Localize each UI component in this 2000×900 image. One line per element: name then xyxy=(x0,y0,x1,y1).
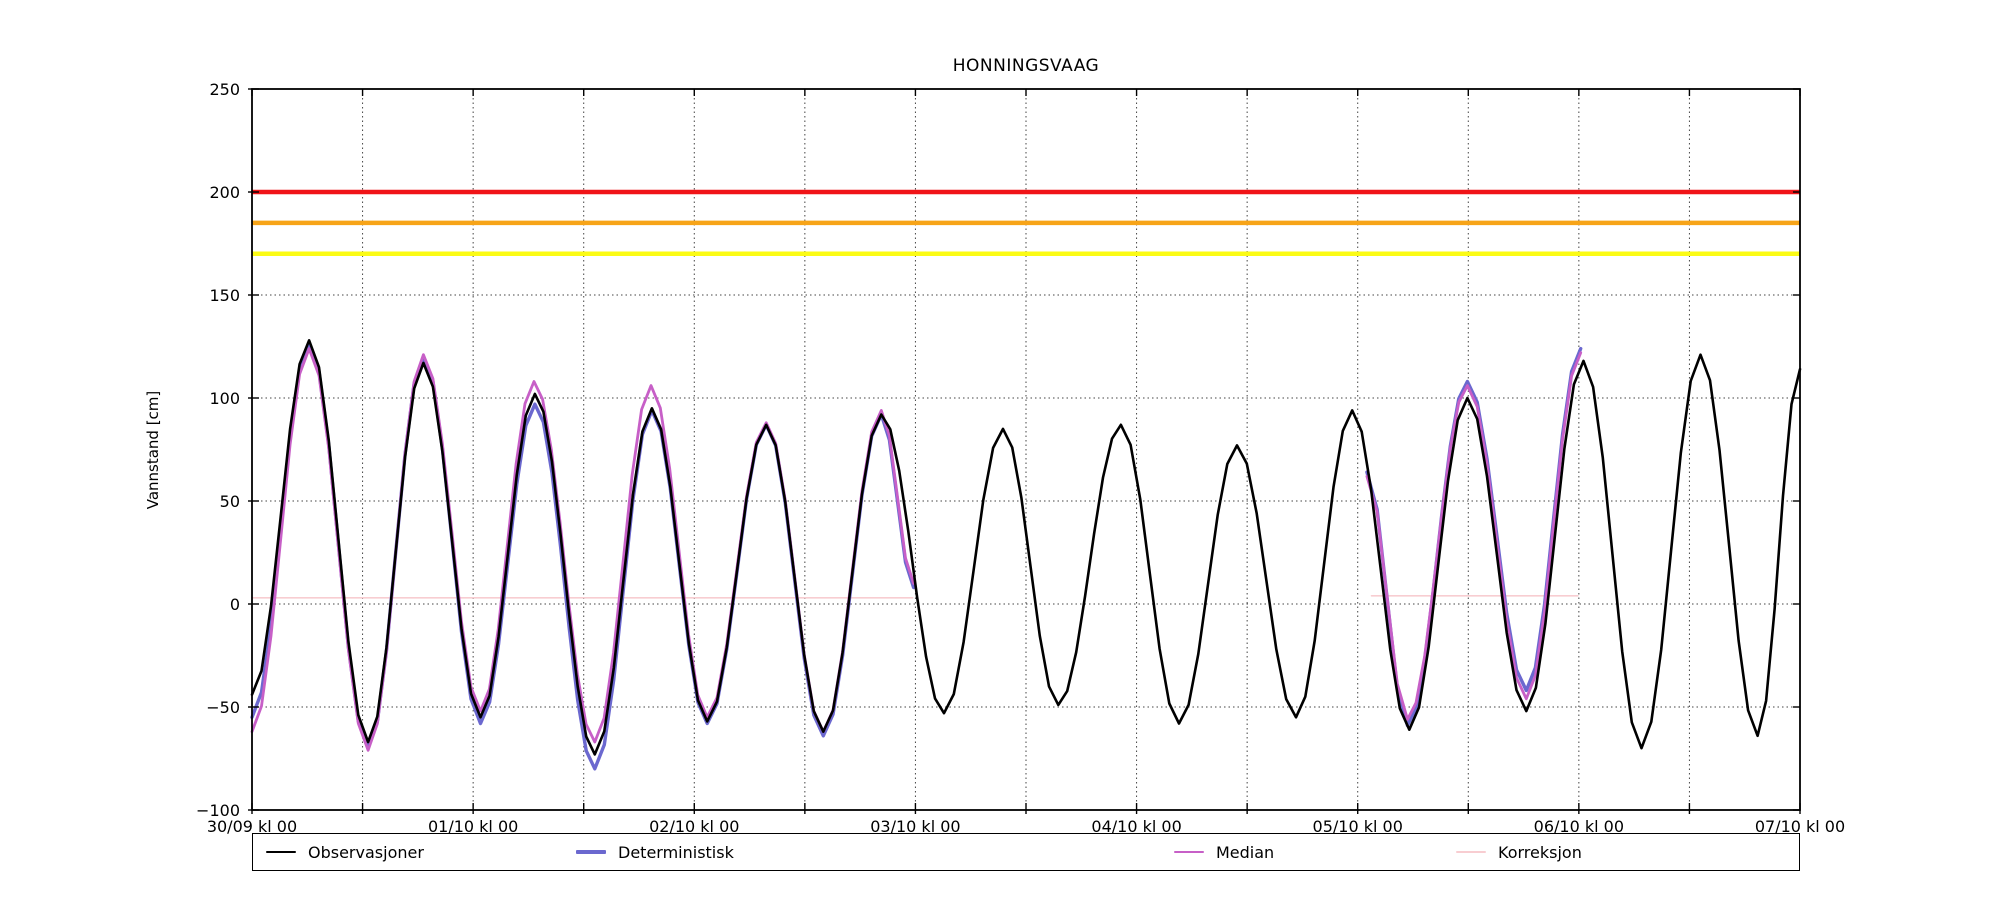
x-tick-label: 30/09 kl 00 xyxy=(207,817,297,836)
legend: Observasjoner Deterministisk Median Korr… xyxy=(252,833,1800,871)
legend-label: Korreksjon xyxy=(1498,842,1582,862)
x-tick-label: 04/10 kl 00 xyxy=(1091,817,1181,836)
y-tick-label: −100 xyxy=(196,801,240,820)
y-tick-label: 100 xyxy=(209,389,240,408)
x-tick-label: 05/10 kl 00 xyxy=(1313,817,1403,836)
median-line-icon xyxy=(1174,850,1204,854)
legend-item-observasjoner: Observasjoner xyxy=(266,834,424,870)
y-tick-label: 0 xyxy=(230,595,240,614)
series-deterministisk xyxy=(1365,346,1583,728)
y-tick-label: 150 xyxy=(209,286,240,305)
korreksjon-line-icon xyxy=(1456,851,1486,853)
chart-title: HONNINGSVAAG xyxy=(952,56,1100,76)
y-tick-label: 250 xyxy=(209,80,240,99)
y-tick-label: 200 xyxy=(209,183,240,202)
legend-item-deterministisk: Deterministisk xyxy=(576,834,734,870)
x-tick-label: 07/10 kl 00 xyxy=(1755,817,1845,836)
y-tick-label: −50 xyxy=(206,698,240,717)
x-tick-label: 03/10 kl 00 xyxy=(870,817,960,836)
legend-label: Deterministisk xyxy=(618,842,734,862)
legend-label: Median xyxy=(1216,842,1275,862)
observasjoner-line-icon xyxy=(266,850,296,854)
series-median xyxy=(1365,351,1583,721)
series-observasjoner xyxy=(250,339,1802,756)
legend-item-korreksjon: Korreksjon xyxy=(1456,834,1582,870)
x-tick-label: 06/10 kl 00 xyxy=(1534,817,1624,836)
deterministisk-line-icon xyxy=(576,850,606,854)
x-tick-label: 01/10 kl 00 xyxy=(428,817,518,836)
legend-label: Observasjoner xyxy=(308,842,424,862)
series-median xyxy=(250,347,915,752)
x-tick-label: 02/10 kl 00 xyxy=(649,817,739,836)
legend-item-median: Median xyxy=(1174,834,1274,870)
y-tick-label: 50 xyxy=(220,492,240,511)
